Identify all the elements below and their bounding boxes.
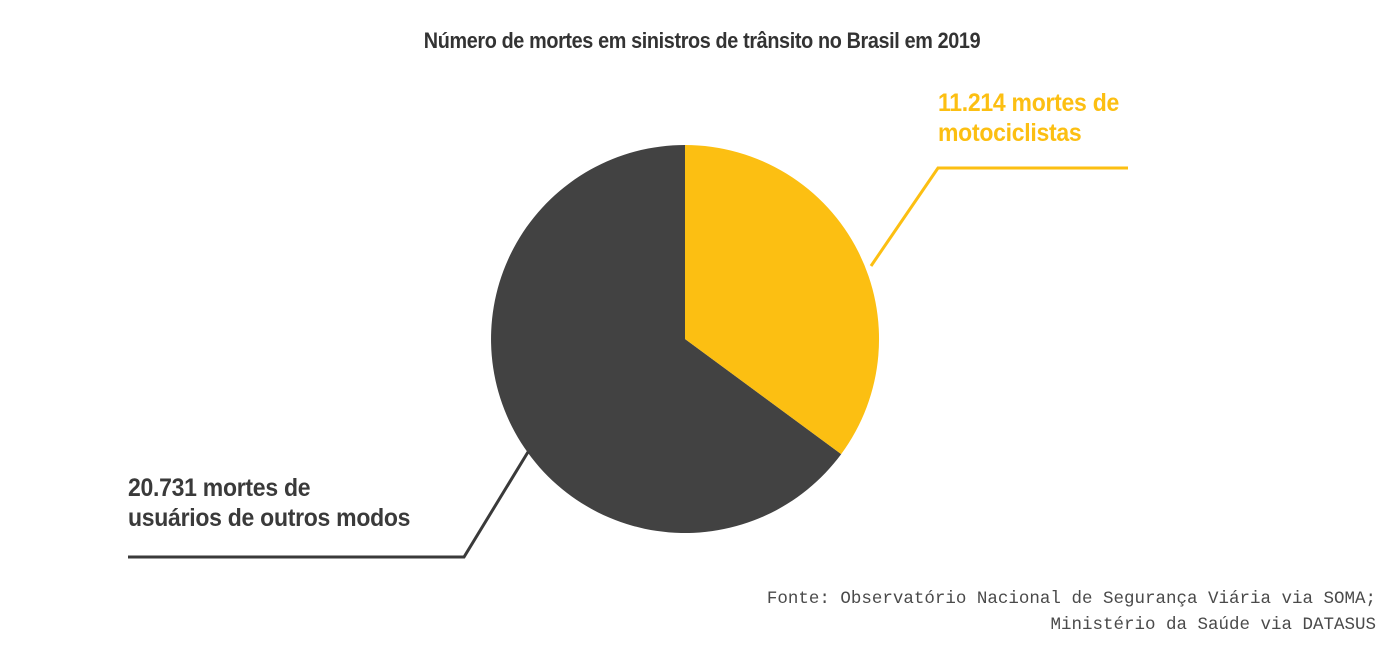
leader-line-outros-modos [128,451,530,559]
slice-label-motociclistas: 11.214 mortes de motociclistas [938,88,1119,148]
source-note-line2: Ministério da Saúde via DATASUS [1050,615,1376,635]
slice-label-outros-modos-line1: 20.731 mortes de [128,474,311,502]
leader-line-motociclistas [869,166,1128,267]
slice-label-outros-modos-line2: usuários de outros modos [128,504,411,532]
pie-slice-motociclistas[interactable] [685,145,880,455]
slice-label-motociclistas-line1: 11.214 mortes de [938,89,1119,117]
source-note: Fonte: Observatório Nacional de Seguranç… [600,586,1376,638]
page-title: Número de mortes em sinistros de trânsit… [423,28,981,53]
slice-label-outros-modos: 20.731 mortes de usuários de outros modo… [128,473,410,533]
source-note-line1: Fonte: Observatório Nacional de Seguranç… [766,589,1376,609]
pie-slice-outros-modos[interactable] [491,145,842,533]
slice-label-motociclistas-line2: motociclistas [938,119,1082,147]
